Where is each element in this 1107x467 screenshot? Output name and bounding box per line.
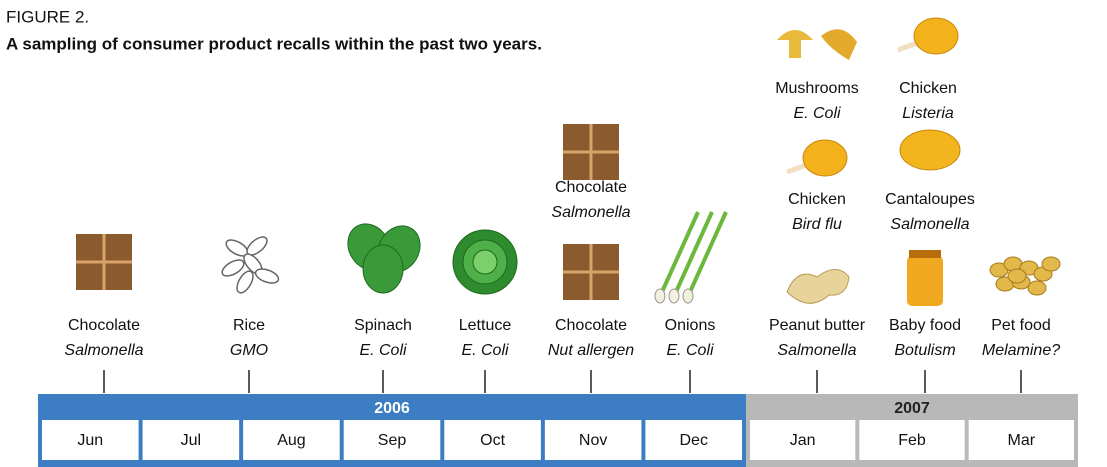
recall-product: Chocolate xyxy=(555,317,627,334)
recall-cause: Melamine? xyxy=(982,342,1060,359)
recall-product: Onions xyxy=(665,317,716,334)
recall-product: Lettuce xyxy=(459,317,512,334)
recall-cause: E. Coli xyxy=(359,342,407,359)
year-label: 2006 xyxy=(374,400,410,417)
month-label: Aug xyxy=(277,432,305,449)
recall-product: Pet food xyxy=(991,317,1051,334)
recall-cause: Bird flu xyxy=(792,216,842,233)
timeline-figure: FIGURE 2. A sampling of consumer product… xyxy=(0,0,1107,467)
recall-product: Chicken xyxy=(788,191,846,208)
icon xyxy=(473,250,497,274)
recall-product: Chocolate xyxy=(555,179,627,196)
icon xyxy=(254,266,281,285)
recall-product: Mushrooms xyxy=(775,80,859,97)
recall-cause: Salmonella xyxy=(64,342,143,359)
month-label: Feb xyxy=(898,432,926,449)
icon xyxy=(821,29,857,60)
icon xyxy=(803,140,847,176)
icon xyxy=(1028,281,1046,295)
recall-cause: Listeria xyxy=(902,105,954,122)
recall-product: Chocolate xyxy=(68,317,140,334)
icon xyxy=(655,289,665,303)
recall-product: Spinach xyxy=(354,317,412,334)
recall-product: Cantaloupes xyxy=(885,191,975,208)
month-label: Dec xyxy=(679,432,707,449)
figure-title: A sampling of consumer product recalls w… xyxy=(6,34,542,53)
icon xyxy=(914,18,958,54)
recall-cause: E. Coli xyxy=(666,342,714,359)
recall-product: Rice xyxy=(233,317,265,334)
month-label: Sep xyxy=(378,432,407,449)
icon xyxy=(909,250,941,258)
page: FIGURE 2. A sampling of consumer product… xyxy=(0,0,1107,467)
icon xyxy=(900,130,960,170)
recall-cause: Salmonella xyxy=(551,204,630,221)
icon xyxy=(777,30,813,58)
recall-cause: E. Coli xyxy=(461,342,509,359)
icon xyxy=(683,289,693,303)
icon xyxy=(363,245,403,293)
month-label: Nov xyxy=(579,432,607,449)
year-label: 2007 xyxy=(894,400,930,417)
icon xyxy=(907,256,943,306)
icon xyxy=(1042,257,1060,271)
icon xyxy=(1008,269,1026,283)
recall-cause: Salmonella xyxy=(777,342,856,359)
recall-cause: GMO xyxy=(230,342,268,359)
icon xyxy=(787,270,849,304)
recall-product: Peanut butter xyxy=(769,317,866,334)
month-label: Jul xyxy=(181,432,201,449)
recall-cause: Botulism xyxy=(894,342,955,359)
icon xyxy=(669,289,679,303)
recall-cause: Salmonella xyxy=(890,216,969,233)
month-label: Mar xyxy=(1008,432,1036,449)
month-label: Jun xyxy=(77,432,103,449)
recall-cause: Nut allergen xyxy=(548,342,634,359)
recall-cause: E. Coli xyxy=(793,105,841,122)
recall-product: Chicken xyxy=(899,80,957,97)
month-label: Oct xyxy=(480,432,505,449)
recall-product: Baby food xyxy=(889,317,961,334)
figure-label: FIGURE 2. xyxy=(6,7,89,26)
month-label: Jan xyxy=(790,432,816,449)
